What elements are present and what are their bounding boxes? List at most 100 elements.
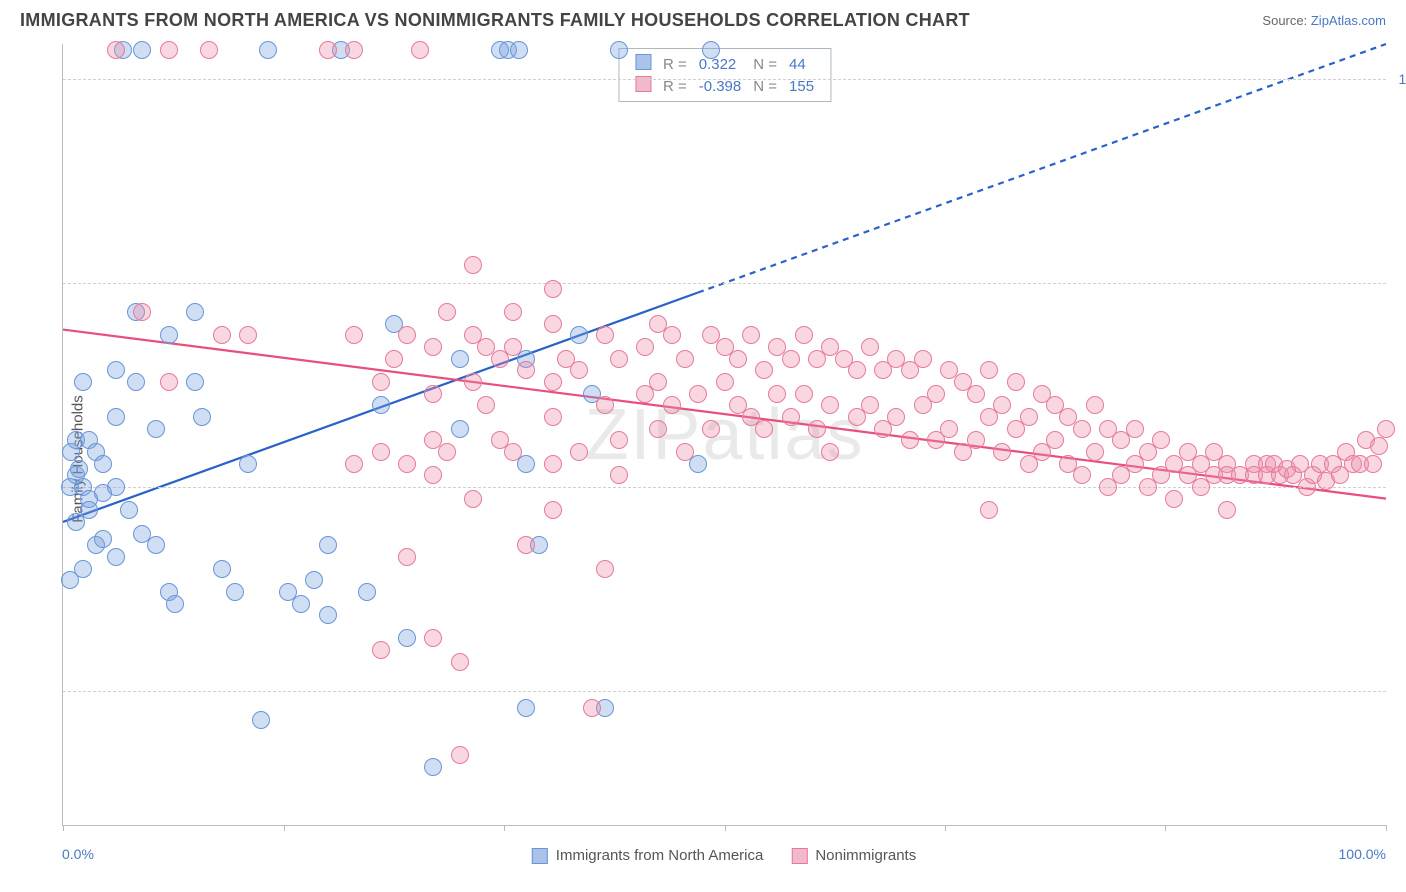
data-point [795, 385, 813, 403]
data-point [107, 478, 125, 496]
data-point [74, 560, 92, 578]
data-point [424, 466, 442, 484]
data-point [94, 530, 112, 548]
data-point [610, 466, 628, 484]
data-point [544, 373, 562, 391]
data-point [570, 326, 588, 344]
data-point [411, 41, 429, 59]
data-point [186, 303, 204, 321]
data-point [424, 385, 442, 403]
title-bar: IMMIGRANTS FROM NORTH AMERICA VS NONIMMI… [0, 0, 1406, 37]
data-point [94, 455, 112, 473]
data-point [1086, 396, 1104, 414]
data-point [887, 408, 905, 426]
data-point [74, 373, 92, 391]
chart-title: IMMIGRANTS FROM NORTH AMERICA VS NONIMMI… [20, 10, 970, 31]
data-point [398, 548, 416, 566]
y-tick-label: 100.0% [1391, 71, 1406, 87]
data-point [107, 41, 125, 59]
data-point [372, 373, 390, 391]
legend-label-1: Nonimmigrants [815, 847, 916, 864]
data-point [1218, 501, 1236, 519]
data-point [305, 571, 323, 589]
data-point [464, 373, 482, 391]
data-point [147, 536, 165, 554]
data-point [292, 595, 310, 613]
data-point [451, 653, 469, 671]
data-point [782, 408, 800, 426]
data-point [438, 443, 456, 461]
data-point [345, 455, 363, 473]
legend-label-0: Immigrants from North America [556, 847, 764, 864]
data-point [160, 326, 178, 344]
data-point [372, 641, 390, 659]
data-point [610, 431, 628, 449]
legend-item-1: Nonimmigrants [791, 847, 916, 864]
data-point [1165, 490, 1183, 508]
data-point [1046, 431, 1064, 449]
data-point [451, 420, 469, 438]
data-point [517, 536, 535, 554]
data-point [107, 548, 125, 566]
data-point [424, 758, 442, 776]
n-value-0: 44 [783, 53, 820, 75]
data-point [252, 711, 270, 729]
data-point [358, 583, 376, 601]
source: Source: ZipAtlas.com [1262, 13, 1386, 28]
data-point [663, 396, 681, 414]
legend-swatch-1 [791, 848, 807, 864]
data-point [1126, 420, 1144, 438]
source-label: Source: [1262, 13, 1307, 28]
data-point [663, 326, 681, 344]
data-point [398, 629, 416, 647]
data-point [927, 385, 945, 403]
legend-item-0: Immigrants from North America [532, 847, 764, 864]
data-point [438, 303, 456, 321]
data-point [1370, 437, 1388, 455]
data-point [239, 455, 257, 473]
data-point [107, 408, 125, 426]
correlation-box: R = 0.322 N = 44 R = -0.398 N = 155 [618, 48, 831, 102]
data-point [213, 560, 231, 578]
trendlines-layer [63, 44, 1386, 825]
data-point [133, 303, 151, 321]
data-point [610, 350, 628, 368]
data-point [993, 443, 1011, 461]
data-point [504, 303, 522, 321]
data-point [193, 408, 211, 426]
data-point [372, 443, 390, 461]
data-point [544, 408, 562, 426]
data-point [755, 361, 773, 379]
data-point [226, 583, 244, 601]
data-point [385, 350, 403, 368]
x-min-label: 0.0% [62, 846, 94, 862]
data-point [940, 420, 958, 438]
data-point [166, 595, 184, 613]
plot-area: ZIPatlas R = 0.322 N = 44 R = -0.398 N =… [62, 44, 1386, 826]
data-point [80, 501, 98, 519]
gridline [63, 487, 1386, 488]
data-point [186, 373, 204, 391]
legend-swatch-0 [532, 848, 548, 864]
data-point [1377, 420, 1395, 438]
data-point [544, 455, 562, 473]
data-point [689, 385, 707, 403]
gridline [63, 691, 1386, 692]
data-point [160, 373, 178, 391]
data-point [398, 326, 416, 344]
data-point [464, 256, 482, 274]
data-point [768, 385, 786, 403]
data-point [570, 361, 588, 379]
data-point [345, 326, 363, 344]
x-tick [1386, 825, 1387, 831]
source-link[interactable]: ZipAtlas.com [1311, 13, 1386, 28]
data-point [510, 41, 528, 59]
data-point [424, 338, 442, 356]
data-point [729, 350, 747, 368]
legend: Immigrants from North America Nonimmigra… [532, 847, 916, 864]
data-point [200, 41, 218, 59]
y-tick-label: 82.5% [1391, 275, 1406, 291]
data-point [345, 41, 363, 59]
data-point [544, 315, 562, 333]
data-point [716, 373, 734, 391]
